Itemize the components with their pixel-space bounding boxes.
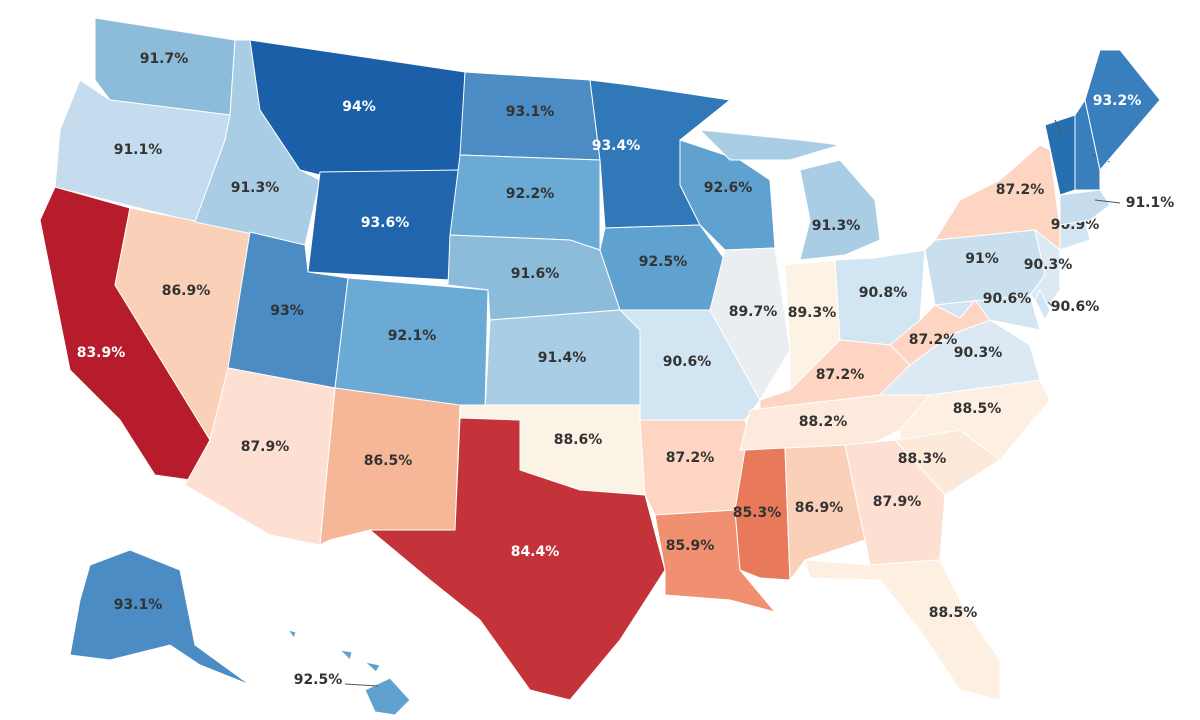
region	[1084, 49, 1161, 172]
region-label: 90.3%	[1024, 257, 1073, 273]
region-label: 90.3%	[954, 345, 1003, 361]
region-label: 87.2%	[996, 182, 1045, 198]
region-label: 90.6%	[663, 354, 712, 370]
region-label: 91.1%	[1126, 195, 1175, 211]
region	[784, 444, 866, 582]
leader-line	[1054, 119, 1063, 136]
region	[1059, 189, 1111, 226]
region-label: 86.9%	[162, 283, 211, 299]
region-label: 89.7%	[729, 304, 778, 320]
region-label: 92.5%	[294, 672, 343, 688]
region	[639, 419, 751, 516]
region	[334, 277, 489, 411]
region-label: 91%	[965, 251, 999, 267]
region-label: 91.3%	[812, 218, 861, 234]
region-label: 87.2%	[909, 332, 958, 348]
leader-line	[344, 683, 379, 687]
region-label: 86.9%	[795, 500, 844, 516]
region	[364, 677, 411, 716]
leader-line	[1094, 199, 1121, 204]
region-label: 87.2%	[666, 450, 715, 466]
region-label: 93.2%	[1093, 93, 1142, 109]
region-label: 91.4%	[538, 350, 587, 366]
region-label: 93%	[270, 303, 304, 319]
region-label: 93.6%	[361, 215, 410, 231]
region-label: 93.4%	[592, 138, 641, 154]
region-label: 90.8%	[859, 285, 908, 301]
region-label: 91.7%	[140, 51, 189, 67]
region-label: 91.3%	[231, 180, 280, 196]
region-label: 88.3%	[898, 451, 947, 467]
region-label: 84.4%	[511, 544, 560, 560]
region-label: 91.6%	[511, 266, 560, 282]
region-label: 92.5%	[639, 254, 688, 270]
region-label: 89.3%	[788, 305, 837, 321]
region-label: 83.9%	[77, 345, 126, 361]
region	[933, 294, 1041, 331]
region-label: 93.3%	[1109, 156, 1158, 172]
region	[1034, 288, 1051, 322]
region-label: 87.2%	[816, 367, 865, 383]
region-label: 93.1%	[114, 597, 163, 613]
region-label: 90.6%	[1051, 299, 1100, 315]
region-label: 91.1%	[114, 142, 163, 158]
region-label: 85.9%	[666, 538, 715, 554]
region	[286, 629, 297, 640]
region-label: 92.2%	[506, 186, 555, 202]
region-label: 93.1%	[506, 104, 555, 120]
region-label: 94%	[342, 99, 376, 115]
region	[804, 559, 1001, 701]
region	[698, 129, 841, 161]
region-label: 85.3%	[733, 505, 782, 521]
region-label: 88.6%	[554, 432, 603, 448]
region	[709, 247, 791, 401]
region-label: 87.9%	[873, 494, 922, 510]
region-label: 92.1%	[388, 328, 437, 344]
region-label: 88.2%	[799, 414, 848, 430]
region-label: 90.6%	[983, 291, 1032, 307]
region-label: 93.5%	[1026, 102, 1075, 118]
region	[363, 661, 381, 673]
region-label: 87.9%	[241, 439, 290, 455]
region	[899, 379, 1051, 461]
region	[799, 159, 881, 261]
region-label: 92.6%	[704, 180, 753, 196]
region-label: 88.5%	[929, 605, 978, 621]
region-label: 88.5%	[953, 401, 1002, 417]
region	[338, 649, 353, 661]
region	[1074, 98, 1101, 191]
region	[368, 417, 666, 701]
region-label: 86.5%	[364, 453, 413, 469]
region	[69, 549, 251, 686]
leader-line	[1047, 301, 1053, 307]
